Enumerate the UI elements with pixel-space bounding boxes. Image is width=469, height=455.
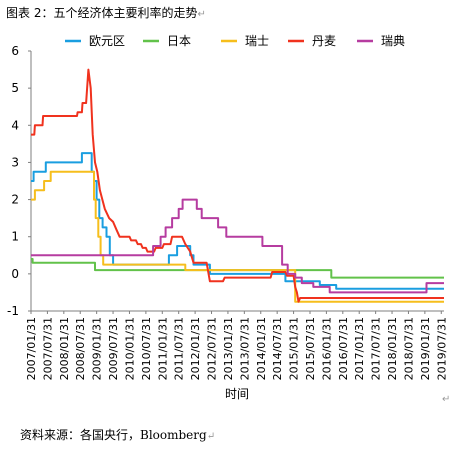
x-tick-label: 2010/07/31 xyxy=(140,317,153,380)
y-tick-label: 3 xyxy=(11,155,19,169)
y-tick-label: 1 xyxy=(11,230,19,244)
x-tick-label: 2019/07/31 xyxy=(435,317,448,380)
y-tick-label: 2 xyxy=(11,193,19,207)
x-tick-label: 2008/01/31 xyxy=(58,317,71,380)
x-tick-label: 2011/01/31 xyxy=(156,317,169,380)
x-tick-label: 2013/01/31 xyxy=(222,317,235,380)
x-tick-label: 2018/01/31 xyxy=(386,317,399,380)
series-line-5 xyxy=(31,198,444,294)
x-tick-label: 2015/01/31 xyxy=(288,317,301,380)
x-tick-label: 2014/01/31 xyxy=(255,317,268,380)
x-tick-label: 2017/07/31 xyxy=(370,317,383,380)
series-line-2 xyxy=(31,258,444,279)
figure-title-text: 图表 2：五个经济体主要利率的走势 xyxy=(6,6,198,20)
x-tick-label: 2012/01/31 xyxy=(189,317,202,380)
y-tick-label: -1 xyxy=(7,304,19,318)
paragraph-mark: ↵ xyxy=(197,9,206,20)
paragraph-mark-source: ↵ xyxy=(206,431,216,442)
x-axis-title: 时间 xyxy=(225,387,249,401)
x-tick-label: 2014/07/31 xyxy=(271,317,284,380)
x-tick-label: 2019/01/31 xyxy=(419,317,432,380)
legend-label: 欧元区 xyxy=(89,34,125,48)
x-tick-label: 2018/07/31 xyxy=(402,317,415,380)
chart-legend: 欧元区 日本 瑞士 丹麦 瑞典 xyxy=(65,34,405,48)
x-tick-label: 2017/01/31 xyxy=(353,317,366,380)
x-tick-label: 2010/01/31 xyxy=(123,317,136,380)
x-tick-label: 2012/07/31 xyxy=(206,317,219,380)
paragraph-mark-end: ↵ xyxy=(442,394,451,405)
source-text: 资料来源：各国央行，Bloomberg xyxy=(20,428,207,442)
y-tick-label: 0 xyxy=(11,267,19,281)
x-tick-label: 2007/07/31 xyxy=(41,317,54,380)
x-tick-label: 2009/01/31 xyxy=(91,317,104,380)
series-group xyxy=(31,68,444,303)
x-tick-label: 2009/07/31 xyxy=(107,317,120,380)
x-tick-label: 2007/01/31 xyxy=(25,317,38,380)
x-tick-label: 2015/07/31 xyxy=(304,317,317,380)
series-line-3 xyxy=(31,170,444,303)
series-line-4 xyxy=(31,68,444,303)
series-line-1 xyxy=(31,152,444,290)
y-tick-label: 4 xyxy=(11,118,19,132)
x-tick-label: 2013/07/31 xyxy=(238,317,251,380)
legend-label: 日本 xyxy=(167,34,191,48)
y-tick-label: 5 xyxy=(11,81,19,95)
legend-label: 瑞典 xyxy=(381,34,405,48)
legend-label: 瑞士 xyxy=(245,34,269,48)
x-tick-label: 2011/07/31 xyxy=(173,317,186,380)
x-tick-label: 2016/07/31 xyxy=(337,317,350,380)
legend-label: 丹麦 xyxy=(312,34,336,48)
line-chart: 欧元区 日本 瑞士 丹麦 瑞典 -1 0 1 2 3 4 5 6 2007/01/31 2007/07/… xyxy=(7,34,448,401)
x-tick-label: 2008/07/31 xyxy=(74,317,87,380)
x-tick-label: 2016/01/31 xyxy=(320,317,333,380)
x-axis: 2007/01/31 2007/07/31 2008/01/31 2008/07/31… xyxy=(25,311,448,380)
source-note: 资料来源：各国央行，Bloomberg↵ xyxy=(20,426,215,443)
y-tick-label: 6 xyxy=(11,44,19,58)
figure-title: 图表 2：五个经济体主要利率的走势↵ xyxy=(6,4,206,21)
